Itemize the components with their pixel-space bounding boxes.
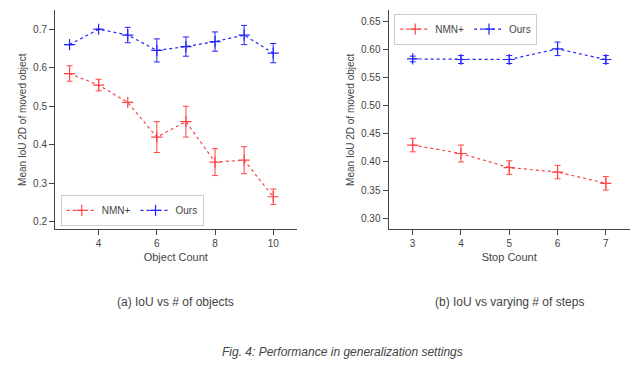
svg-text:(a) IoU vs # of objects: (a) IoU vs # of objects	[117, 295, 234, 309]
svg-text:NMN+: NMN+	[435, 24, 464, 35]
svg-text:Ours: Ours	[176, 205, 198, 216]
svg-text:Fig. 4: Performance in general: Fig. 4: Performance in generalization se…	[222, 345, 463, 359]
svg-text:0.30: 0.30	[361, 213, 381, 224]
svg-text:0.3: 0.3	[33, 178, 47, 189]
svg-text:6: 6	[154, 238, 160, 249]
svg-text:0.2: 0.2	[33, 216, 47, 227]
svg-text:NMN+: NMN+	[102, 205, 131, 216]
svg-text:3: 3	[410, 238, 416, 249]
svg-text:0.65: 0.65	[361, 16, 381, 27]
svg-text:0.7: 0.7	[33, 24, 47, 35]
svg-text:4: 4	[96, 238, 102, 249]
svg-text:6: 6	[555, 238, 561, 249]
svg-text:Object Count: Object Count	[144, 251, 208, 263]
svg-text:10: 10	[268, 238, 280, 249]
svg-text:Mean IoU 2D of moved object: Mean IoU 2D of moved object	[345, 53, 356, 186]
svg-text:Stop Count: Stop Count	[482, 251, 537, 263]
svg-text:0.5: 0.5	[33, 101, 47, 112]
svg-text:(b) IoU vs varying # of steps: (b) IoU vs varying # of steps	[435, 295, 584, 309]
svg-text:0.45: 0.45	[361, 128, 381, 139]
svg-text:7: 7	[603, 238, 609, 249]
svg-text:0.40: 0.40	[361, 156, 381, 167]
svg-text:0.50: 0.50	[361, 100, 381, 111]
svg-text:0.4: 0.4	[33, 139, 47, 150]
svg-text:0.35: 0.35	[361, 185, 381, 196]
svg-text:0.55: 0.55	[361, 72, 381, 83]
svg-text:0.60: 0.60	[361, 44, 381, 55]
svg-text:5: 5	[506, 238, 512, 249]
svg-text:Ours: Ours	[509, 24, 531, 35]
svg-text:0.6: 0.6	[33, 62, 47, 73]
svg-text:Mean IoU 2D of moved object: Mean IoU 2D of moved object	[17, 53, 28, 186]
svg-text:4: 4	[458, 238, 464, 249]
svg-text:8: 8	[212, 238, 218, 249]
